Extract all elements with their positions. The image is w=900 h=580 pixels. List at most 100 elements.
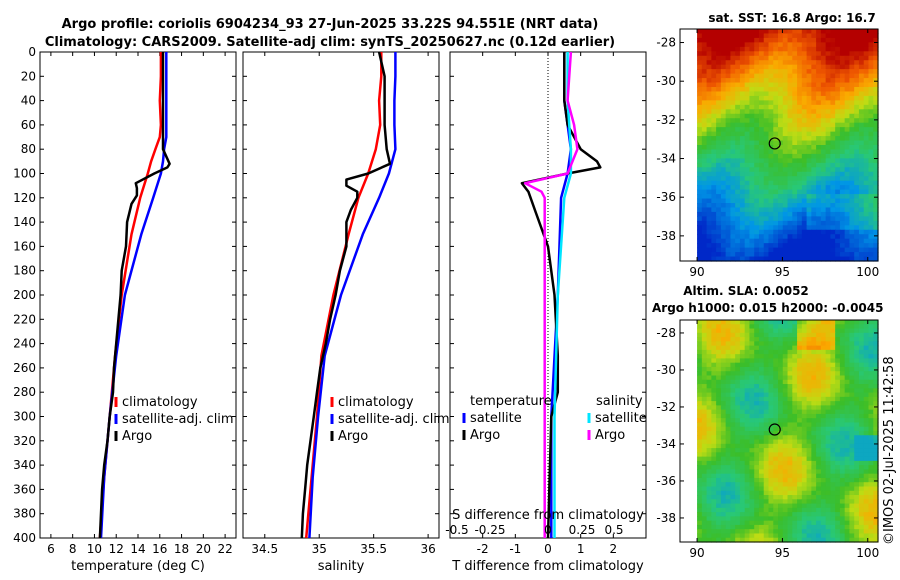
y-tick-label: 160 xyxy=(13,239,36,253)
x-tick-label: 22 xyxy=(217,542,232,556)
map-y-tick-label: -30 xyxy=(656,363,676,377)
legend-title-salinity: salinity xyxy=(596,394,643,409)
map-x-tick-label: 90 xyxy=(689,265,704,279)
x-tick-label: -1 xyxy=(509,542,521,556)
legend-label: climatology xyxy=(338,395,414,410)
map-y-tick-label: -38 xyxy=(656,229,676,243)
legend-label: Argo xyxy=(338,429,368,444)
y-tick-label: 240 xyxy=(13,337,36,351)
y-tick-label: 100 xyxy=(13,167,36,181)
plot-frame xyxy=(39,51,237,539)
map-y-tick-label: -32 xyxy=(656,113,676,127)
map-cells xyxy=(680,320,879,543)
y-tick-label: 20 xyxy=(21,69,36,83)
y-tick-label: 360 xyxy=(13,482,36,496)
argo-position-marker xyxy=(768,423,781,436)
sst-map: sat. SST: 16.8 Argo: 16.7 -28 -30 -32 -34 -36… xyxy=(656,11,879,279)
y-tick-label: 220 xyxy=(13,312,36,326)
side-stamp: ©IMOS 02-Jul-2025 11:42:58 xyxy=(882,356,897,545)
map-x-tick-label: 100 xyxy=(856,546,879,560)
top-tick-label: 0.5 xyxy=(604,523,623,537)
y-tick-label: 0 xyxy=(28,45,36,59)
y-tick-label: 120 xyxy=(13,191,36,205)
sla-map: Altim. SLA: 0.0052 Argo h1000: 0.015 h200… xyxy=(652,284,883,560)
y-tick-label: 320 xyxy=(13,434,36,448)
y-tick-label: 40 xyxy=(21,94,36,108)
argo-position-marker xyxy=(768,137,781,150)
x-tick-label: 35 xyxy=(312,542,327,556)
y-tick-label: 80 xyxy=(21,142,36,156)
map-y-tick-label: -34 xyxy=(656,152,676,166)
x-axis-label: salinity xyxy=(318,559,365,574)
legend-label: satellite-adj. clim xyxy=(338,412,450,427)
map-y-tick-label: -36 xyxy=(656,190,676,204)
y-tick-label: 280 xyxy=(13,385,36,399)
temperature-panel: 0 20 40 60 80 100 120 140 160 180 200 220 240 260 280 3… xyxy=(13,45,237,574)
title-line2: Climatology: CARS2009. Satellite-adj cli… xyxy=(45,35,615,50)
legend-label: satellite-adj. clim xyxy=(122,412,234,427)
map-cells xyxy=(680,29,879,262)
x-tick-label: 6 xyxy=(47,542,55,556)
x-tick-label: 16 xyxy=(152,542,167,556)
map-frame xyxy=(679,319,879,543)
map-x-tick-label: 90 xyxy=(689,546,704,560)
x-tick-label: 1 xyxy=(577,542,585,556)
map-y-tick-label: -28 xyxy=(656,326,676,340)
series-line-satellite-adj-clim xyxy=(308,52,397,539)
map-y-tick-label: -32 xyxy=(656,400,676,414)
legend-label: Argo xyxy=(470,428,500,443)
x-tick-label: 12 xyxy=(109,542,124,556)
map-y-tick-label: -34 xyxy=(656,437,676,451)
legend-label: Argo xyxy=(595,428,625,443)
salinity-panel: 34.5 35 35.5 36 salinity climatology satellite… xyxy=(242,51,450,574)
x-tick-label: 14 xyxy=(130,542,145,556)
y-tick-label: 200 xyxy=(13,288,36,302)
x-axis-label: temperature (deg C) xyxy=(71,559,205,574)
legend-label: climatology xyxy=(122,395,198,410)
map-x-tick-label: 95 xyxy=(775,546,790,560)
sla-map-title-line1: Altim. SLA: 0.0052 xyxy=(683,284,809,298)
legend-label: satellite xyxy=(595,411,647,426)
y-tick-label: 60 xyxy=(21,118,36,132)
y-tick-label: 400 xyxy=(13,531,36,545)
y-tick-label: 180 xyxy=(13,264,36,278)
top-tick-label: 0.25 xyxy=(569,523,596,537)
top-axis-label: S difference from climatology xyxy=(452,508,644,523)
sst-map-title: sat. SST: 16.8 Argo: 16.7 xyxy=(708,11,875,25)
x-tick-label: 36 xyxy=(420,542,435,556)
y-tick-label: 300 xyxy=(13,410,36,424)
top-tick-label: 0 xyxy=(544,523,552,537)
x-tick-label: 18 xyxy=(174,542,189,556)
land-strip xyxy=(680,29,698,261)
map-y-tick-label: -30 xyxy=(656,74,676,88)
legend-title-temperature: temperature xyxy=(470,394,552,409)
y-tick-label: 260 xyxy=(13,361,36,375)
x-tick-label: 35.5 xyxy=(360,542,387,556)
x-tick-label: 20 xyxy=(196,542,211,556)
y-tick-label: 380 xyxy=(13,507,36,521)
map-y-tick-label: -38 xyxy=(656,511,676,525)
series-line-t-argo xyxy=(520,52,602,539)
y-tick-label: 340 xyxy=(13,458,36,472)
x-tick-label: 0 xyxy=(544,542,552,556)
map-frame xyxy=(679,28,879,262)
plot-frame xyxy=(242,51,440,539)
x-tick-label: 10 xyxy=(87,542,102,556)
x-tick-label: -2 xyxy=(477,542,489,556)
top-tick-label: -0.25 xyxy=(474,523,505,537)
x-tick-label: 8 xyxy=(69,542,77,556)
series-line-s-argo xyxy=(523,51,579,538)
sla-map-title-line2: Argo h1000: 0.015 h2000: -0.0045 xyxy=(652,301,883,315)
series-line-argo xyxy=(300,51,392,539)
map-x-tick-label: 100 xyxy=(856,265,879,279)
land-strip xyxy=(680,320,698,542)
x-tick-label: 2 xyxy=(610,542,618,556)
y-tick-label: 140 xyxy=(13,215,36,229)
top-tick-label: -0.5 xyxy=(445,523,468,537)
map-x-tick-label: 95 xyxy=(775,265,790,279)
series-line-argo xyxy=(98,52,171,539)
x-tick-label: 34.5 xyxy=(251,542,278,556)
x-axis-label: T difference from climatology xyxy=(451,559,644,574)
title-line1: Argo profile: coriolis 6904234_93 27-Jun… xyxy=(62,17,599,32)
map-y-tick-label: -36 xyxy=(656,474,676,488)
